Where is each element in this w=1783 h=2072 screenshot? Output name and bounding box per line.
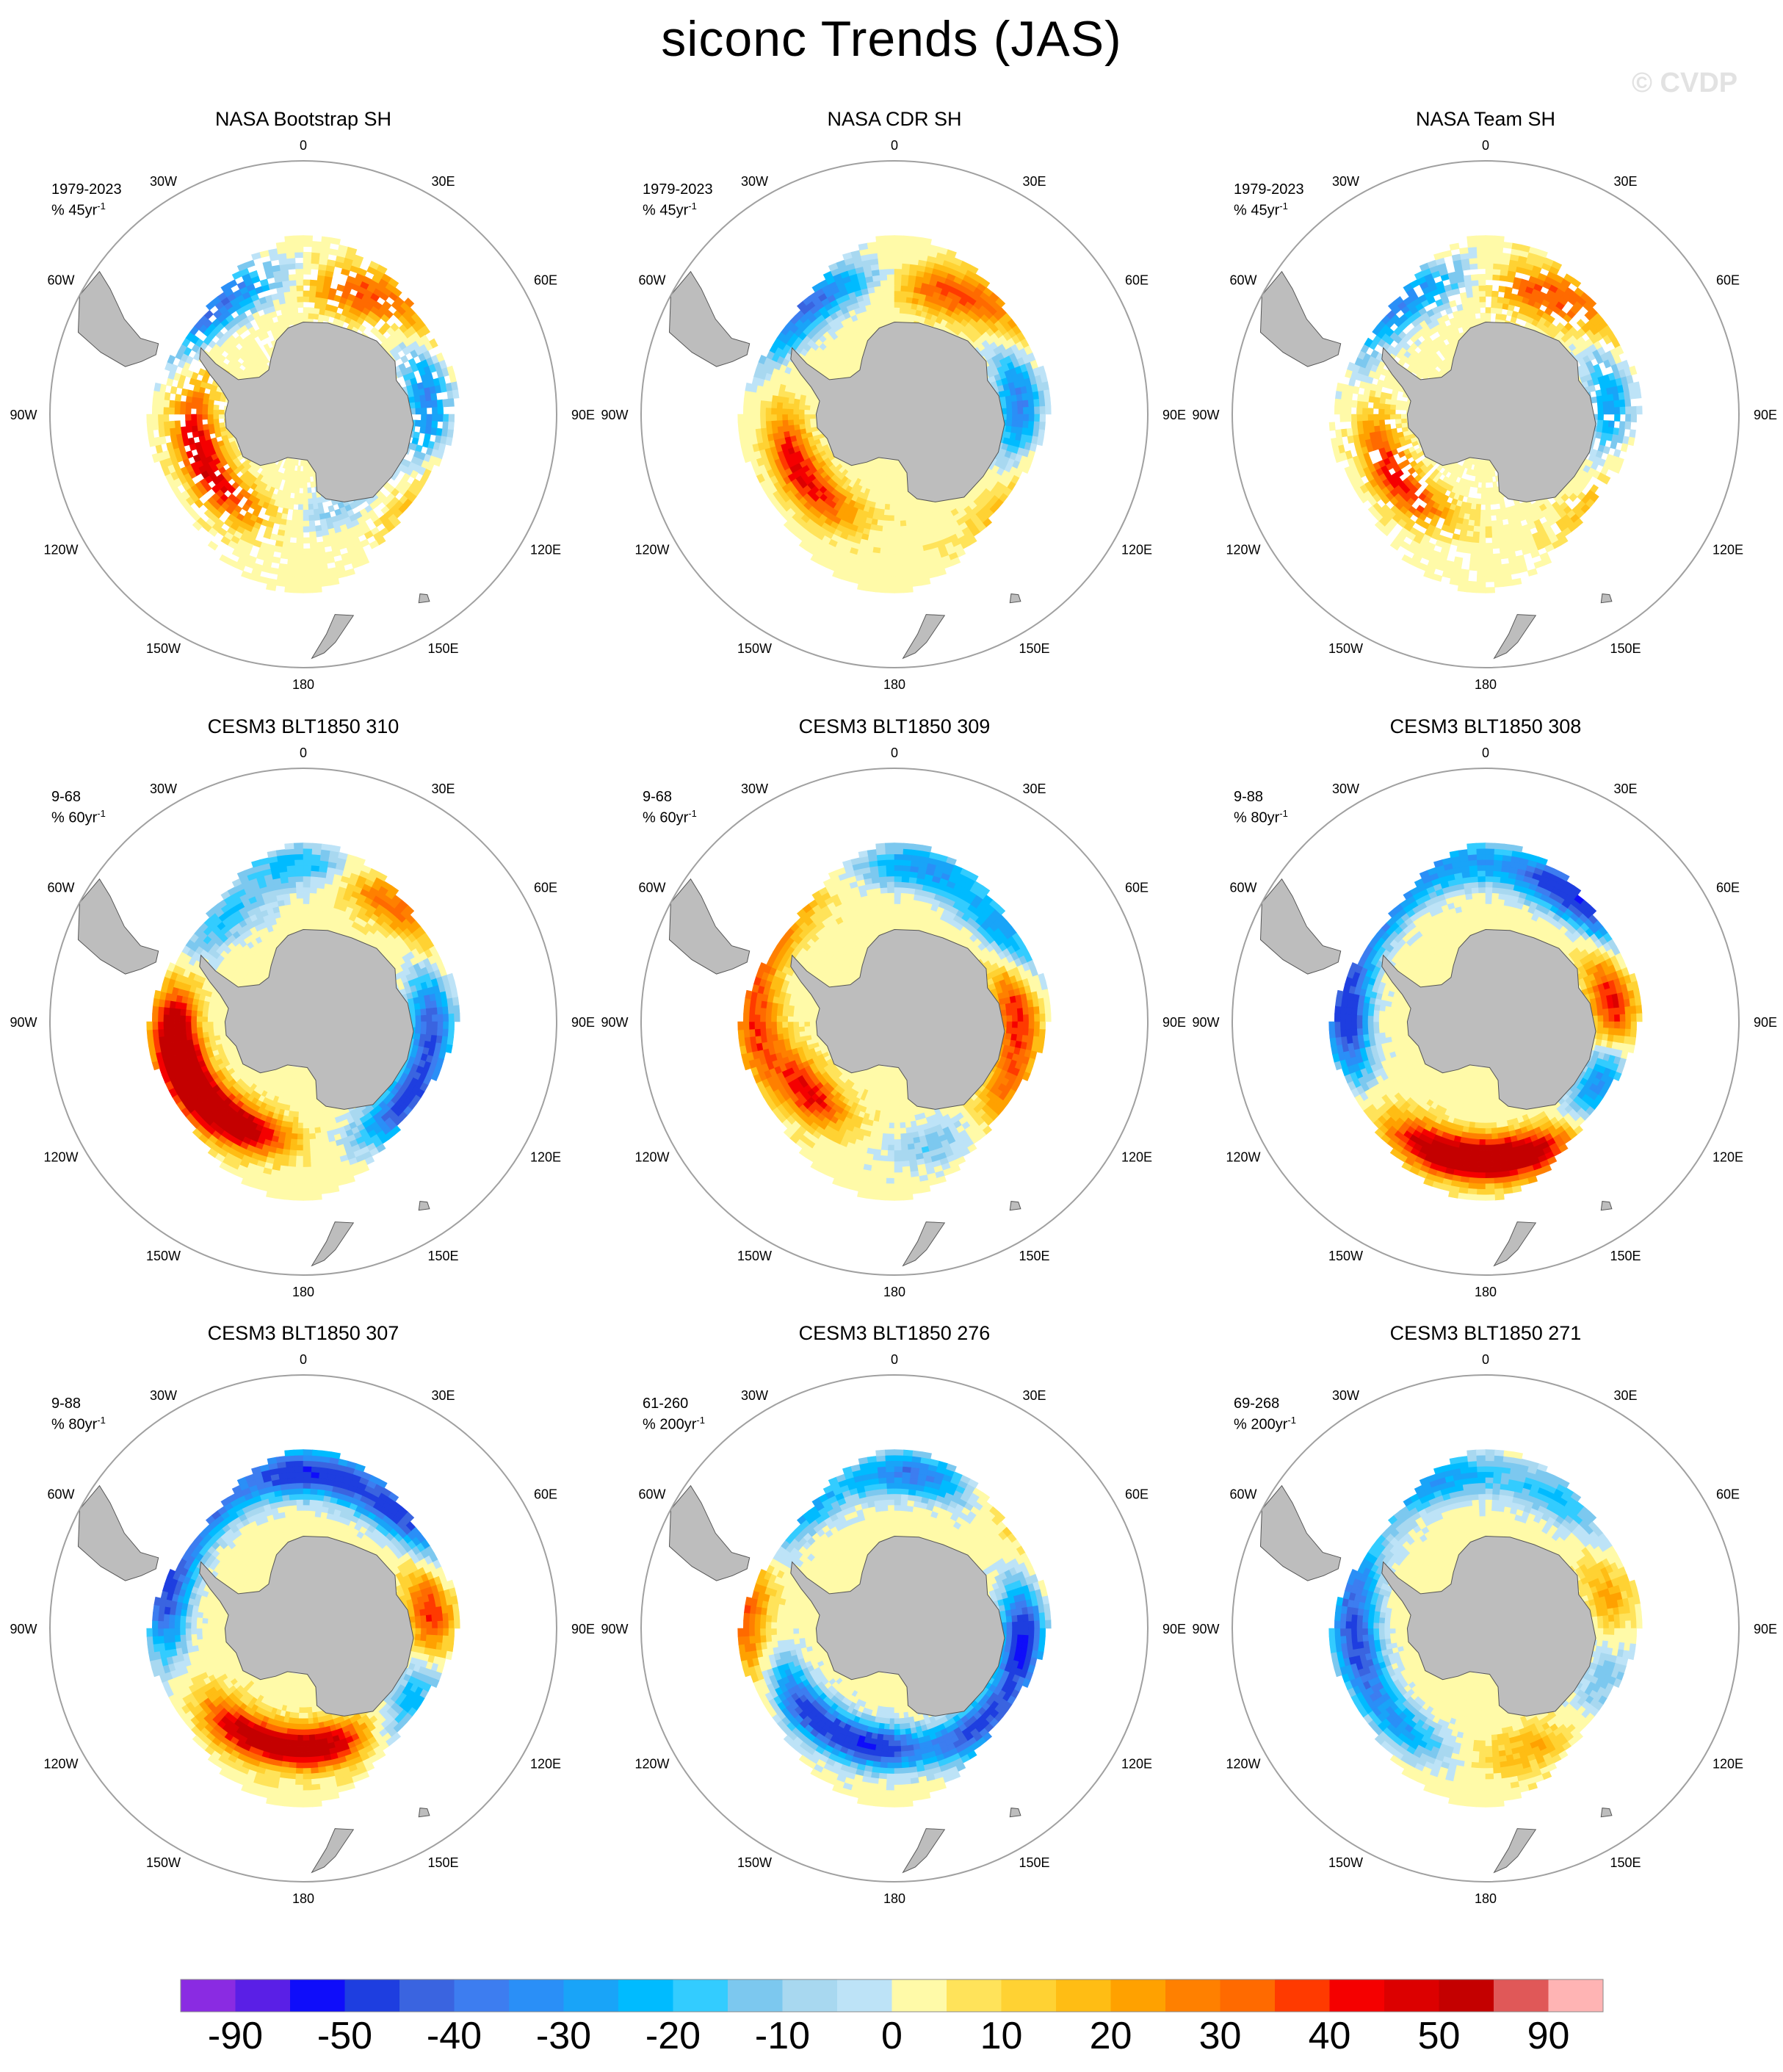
panel-units: % 45yr-1 xyxy=(51,198,106,219)
trend-cell xyxy=(282,462,288,469)
units-exponent: -1 xyxy=(97,201,106,212)
figure-title: siconc Trends (JAS) xyxy=(0,10,1783,68)
cvdp-watermark: © CVDP xyxy=(1632,68,1737,99)
panel-title: NASA Bootstrap SH xyxy=(83,108,524,131)
panel-period: 1979-2023 xyxy=(51,181,122,198)
units-text: % 45yr xyxy=(51,203,97,219)
